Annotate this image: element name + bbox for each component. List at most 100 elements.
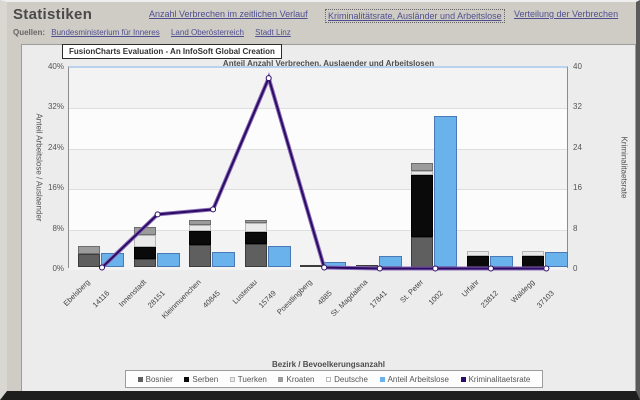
source-link-stadt-linz[interactable]: Stadt Linz xyxy=(255,28,291,37)
x-label-population: 23812 xyxy=(478,288,500,310)
bar-segment-serben-stpeter[interactable] xyxy=(411,175,434,237)
fusioncharts-brand-label: FusionCharts Evaluation - An InfoSoft Gl… xyxy=(62,44,282,59)
legend-marker xyxy=(278,376,284,382)
y-tick-right: 8 xyxy=(573,223,578,233)
x-label-population: 14116 xyxy=(90,288,111,310)
bar-segment-kroaten-lustenau[interactable] xyxy=(244,219,267,223)
bar-segment-bosnier-stmagdalena[interactable] xyxy=(355,265,378,267)
bar-segment-bosnier-kleinmuenchen[interactable] xyxy=(189,245,212,267)
bar-arbeitslose-lustenau[interactable] xyxy=(267,246,291,267)
gridline xyxy=(69,148,567,150)
bar-segment-kroaten-stpeter[interactable] xyxy=(411,163,434,171)
bar-segment-tuerken-lustenau[interactable] xyxy=(244,222,267,232)
line-marker-innenstadt[interactable] xyxy=(154,211,161,218)
legend-item-serben: Serben xyxy=(184,375,218,384)
line-marker-ebelsberg[interactable] xyxy=(99,264,105,271)
bar-segment-bosnier-ebelsberg[interactable] xyxy=(78,253,100,267)
bar-arbeitslose-waldegg[interactable] xyxy=(545,251,569,267)
plot-area xyxy=(68,66,569,272)
bar-segment-bosnier-stpeter[interactable] xyxy=(411,236,434,267)
legend-marker xyxy=(326,376,332,382)
bar-segment-tuerken-waldegg[interactable] xyxy=(522,251,545,257)
legend-label: Bosnier xyxy=(145,374,173,384)
y-tick-left: 8% xyxy=(52,223,64,233)
bar-segment-kroaten-ebelsberg[interactable] xyxy=(78,246,100,254)
x-label-district: Urfahr xyxy=(459,277,481,299)
gridline xyxy=(69,189,567,191)
bar-segment-tuerken-stpeter[interactable] xyxy=(411,170,434,176)
bar-arbeitslose-stmagdalena[interactable] xyxy=(378,256,402,267)
x-label-district: St. Magdalena xyxy=(329,277,370,319)
y-tick-right: 24 xyxy=(573,142,582,152)
x-label-district: Kleinmuenchen xyxy=(160,277,204,321)
bar-segment-serben-innenstadt[interactable] xyxy=(133,246,156,259)
gridline xyxy=(69,108,567,110)
legend-label: Deutsche xyxy=(334,374,368,384)
line-marker-lustenau[interactable] xyxy=(265,75,272,82)
x-label-district: Lustenau xyxy=(230,277,259,306)
bar-arbeitslose-ebelsberg[interactable] xyxy=(101,253,124,267)
bar-segment-serben-urfahr[interactable] xyxy=(466,256,489,267)
bar-segment-kroaten-kleinmuenchen[interactable] xyxy=(189,220,212,226)
source-link-land-ooe[interactable]: Land Oberösterreich xyxy=(170,28,244,37)
line-marker-stmagdalena[interactable] xyxy=(376,265,383,272)
y-tick-right: 32 xyxy=(573,102,582,112)
bar-arbeitslose-urfahr[interactable] xyxy=(489,256,513,267)
source-link-bmi[interactable]: Bundesministerium für Inneres xyxy=(51,28,160,37)
nav-link-verteilung[interactable]: Verteilung der Verbrechen xyxy=(514,9,619,19)
y-tick-left: 0% xyxy=(52,264,64,273)
legend-item-anteilarbeitslose: Anteil Arbeitslose xyxy=(379,374,449,384)
line-marker-stpeter[interactable] xyxy=(432,265,439,272)
bar-segment-serben-lustenau[interactable] xyxy=(244,231,267,244)
nav-link-verbrechen-verlauf[interactable]: Anzahl Verbrechen im zeitlichen Verlauf xyxy=(149,9,308,19)
y-tick-right: 16 xyxy=(573,183,582,193)
y-tick-left: 32% xyxy=(47,102,64,112)
x-label-population: 15749 xyxy=(256,288,278,310)
legend-marker xyxy=(460,376,466,382)
bar-segment-serben-kleinmuenchen[interactable] xyxy=(189,230,212,246)
bar-segment-tuerken-kleinmuenchen[interactable] xyxy=(189,225,212,231)
legend-item-tuerken: Tuerken xyxy=(229,375,267,384)
line-marker-poestlingberg[interactable] xyxy=(321,264,328,271)
bar-arbeitslose-innenstadt[interactable] xyxy=(156,253,180,267)
chart-legend: Bosnier Serben Tuerken Kroaten Deutsche Antei… xyxy=(125,370,543,388)
x-label-district: Ebelsberg xyxy=(61,277,92,308)
sources-row: Quellen: Bundesministerium für Inneres L… xyxy=(13,28,300,37)
x-label-population: 37103 xyxy=(534,288,556,310)
legend-item-bosnier: Bosnier xyxy=(137,374,173,384)
line-marker-urfahr[interactable] xyxy=(487,265,494,272)
bar-segment-tuerken-innenstadt[interactable] xyxy=(133,234,156,247)
x-label-district: Waldegg xyxy=(509,277,537,305)
y-tick-left: 24% xyxy=(47,142,64,152)
x-label-population: 28151 xyxy=(145,288,167,310)
legend-marker xyxy=(379,376,385,382)
legend-label: Kriminalitaetsrate xyxy=(468,374,531,384)
x-label-population: 1002 xyxy=(426,288,445,307)
nav-link-kriminalitaetsrate[interactable]: Kriminalitätsrate, Ausländer und Arbeits… xyxy=(325,9,505,23)
bar-segment-serben-waldegg[interactable] xyxy=(522,256,545,267)
bar-segment-bosnier-lustenau[interactable] xyxy=(244,243,267,267)
plot-band xyxy=(69,68,567,109)
bar-segment-bosnier-innenstadt[interactable] xyxy=(133,258,156,267)
plot-band xyxy=(69,148,567,190)
x-label-district: Poestlingberg xyxy=(275,277,315,317)
sources-label: Quellen: xyxy=(13,28,46,37)
bar-segment-tuerken-urfahr[interactable] xyxy=(466,251,489,257)
y-axis-title-right: Kriminalitaetsrate xyxy=(619,136,629,199)
y-tick-left: 40% xyxy=(47,62,64,71)
x-axis-title: Bezirk / Bevoelkerungsanzahl xyxy=(272,360,385,369)
page-title: Statistiken xyxy=(13,6,93,23)
line-marker-waldegg[interactable] xyxy=(543,265,550,272)
bar-arbeitslose-stpeter[interactable] xyxy=(434,115,458,267)
line-marker-kleinmuenchen[interactable] xyxy=(210,206,217,213)
legend-item-deutsche: Deutsche xyxy=(326,375,368,384)
legend-label: Anteil Arbeitslose xyxy=(387,374,449,384)
x-label-district: St. Peter xyxy=(398,277,426,305)
x-label-population: 4885 xyxy=(315,288,334,307)
bar-segment-bosnier-poestlingberg[interactable] xyxy=(300,265,323,267)
legend-label: Kroaten xyxy=(286,374,315,384)
bar-segment-kroaten-innenstadt[interactable] xyxy=(133,226,156,235)
bar-arbeitslose-kleinmuenchen[interactable] xyxy=(212,251,236,267)
legend-marker xyxy=(229,376,235,382)
